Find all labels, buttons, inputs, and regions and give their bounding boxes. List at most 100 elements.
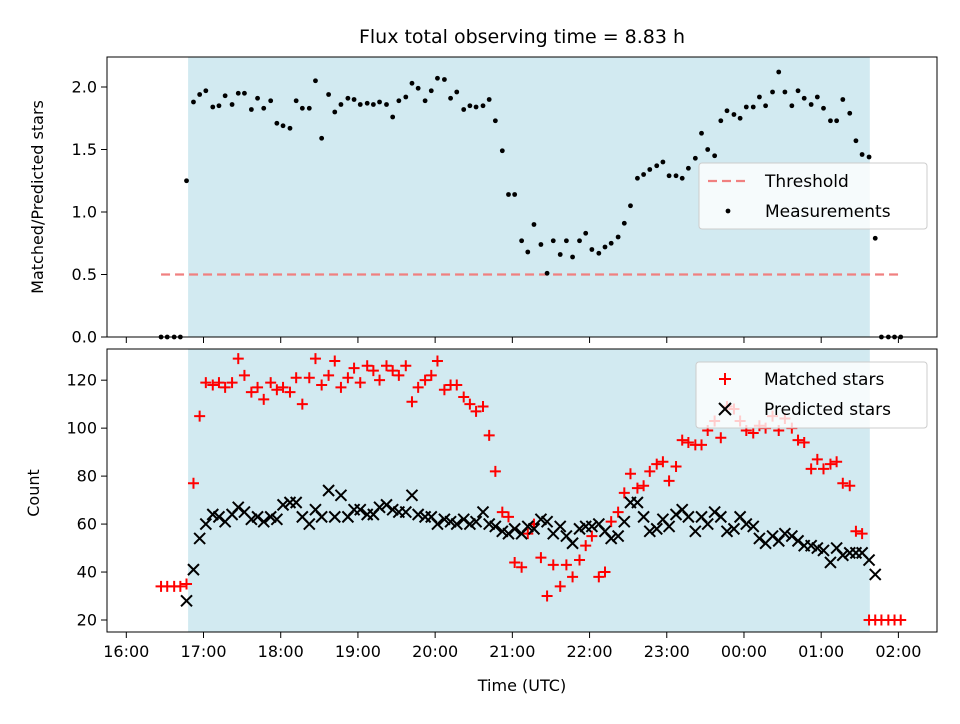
measurements-series [158, 69, 904, 340]
predicted-star-point [373, 501, 386, 514]
matched-star-point [431, 355, 443, 367]
matched-star-point [207, 379, 219, 391]
bottom-legend: Matched stars Predicted stars [695, 361, 928, 429]
measurement-point [685, 165, 691, 171]
predicted-star-point [701, 517, 714, 531]
matched-star-point [451, 379, 463, 391]
matched-star-point [593, 571, 605, 583]
measurement-point [705, 147, 711, 152]
x-tick-label: 00:00 [721, 642, 767, 661]
predicted-star-point [303, 517, 316, 531]
predicted-star-point [604, 532, 618, 545]
measurement-point [338, 102, 344, 107]
bottom-x-ticks: 16:00 17:00 18:00 19:00 20:00 21:00 22:00 23:00… [103, 632, 921, 661]
matched-star-point [200, 377, 212, 389]
matched-star-point [574, 554, 586, 566]
y-tick-label: 40 [77, 563, 97, 582]
matched-star-point [477, 401, 489, 413]
matched-star-point [181, 578, 193, 590]
predicted-star-point [817, 544, 830, 557]
matched-star-point [290, 372, 302, 384]
measurement-point [563, 238, 569, 244]
predicted-star-point [824, 556, 837, 569]
legend-measurements-swatch [725, 208, 731, 214]
measurement-point [583, 230, 589, 236]
measurement-point [866, 154, 872, 160]
matched-star-point [638, 480, 650, 492]
measurement-point [859, 152, 865, 157]
matched-star-point [624, 468, 636, 480]
measurement-point [577, 238, 582, 244]
measurement-point [454, 89, 460, 95]
matched-star-point [670, 461, 682, 473]
measurement-point [724, 108, 730, 114]
matched-star-point [374, 374, 386, 386]
matched-star-point [837, 477, 849, 489]
matched-star-point [824, 458, 836, 470]
matched-star-point [657, 456, 669, 468]
matched-star-point [631, 482, 643, 494]
y-tick-label: 120 [66, 371, 97, 390]
predicted-star-point [270, 513, 284, 526]
measurement-point [660, 159, 666, 165]
top-x-ticks [125, 337, 899, 343]
legend-threshold-label: Threshold [764, 172, 849, 192]
matched-star-point [895, 614, 907, 626]
measurement-point [506, 192, 511, 197]
bottom-legend-box [695, 361, 928, 429]
matched-star-point [682, 437, 694, 449]
matched-star-point [232, 353, 244, 365]
measurement-point [828, 118, 833, 124]
predicted-star-point [836, 549, 850, 562]
measurement-point [596, 250, 602, 256]
measurement-point [415, 85, 421, 91]
matched-star-point [194, 410, 206, 422]
measurement-point [808, 102, 814, 107]
matched-star-point [644, 465, 656, 477]
top-legend: Threshold Measurements [698, 162, 928, 230]
matched-star-point [502, 511, 514, 523]
measurement-point [654, 163, 660, 169]
bottom-panel: 20 40 60 80 100 120 16:00 17:00 18:00 19:00 20:00… [24, 348, 938, 695]
predicted-star-point [322, 484, 335, 497]
measurement-point [442, 77, 447, 82]
measurement-point [795, 88, 801, 94]
measurement-point [621, 220, 627, 226]
matched-star-point [258, 393, 270, 405]
measurement-point [287, 125, 293, 131]
measurement-point [757, 94, 762, 100]
matched-star-point [856, 528, 868, 540]
matched-star-point [586, 530, 598, 542]
matched-star-point [516, 561, 528, 573]
top-legend-box [698, 162, 928, 230]
matched-star-point [850, 525, 862, 537]
matched-star-point [226, 377, 238, 389]
bottom-y-ticks: 20 40 60 80 100 120 [66, 371, 107, 630]
matched-star-point [316, 379, 328, 391]
y-tick-label: 100 [66, 419, 97, 438]
measurement-point [615, 234, 621, 240]
measurement-point [602, 244, 608, 250]
measurement-point [332, 109, 338, 115]
matched-star-point [560, 559, 572, 571]
measurement-point [306, 105, 312, 111]
measurement-point [814, 94, 820, 100]
top-panel: 0.0 0.5 1.0 1.5 2.0 Flux total observing tim… [28, 26, 938, 347]
measurement-point [384, 102, 389, 107]
measurement-point [248, 107, 254, 112]
measurement-point [570, 254, 575, 260]
measurement-point [763, 103, 768, 109]
measurement-point [299, 105, 305, 111]
x-tick-label: 02:00 [875, 642, 921, 661]
predicted-star-point [315, 510, 328, 524]
measurement-point [718, 118, 724, 124]
measurement-point [801, 95, 807, 101]
measurement-point [550, 238, 556, 244]
x-tick-label: 18:00 [258, 642, 304, 661]
x-tick-label: 21:00 [489, 642, 535, 661]
predicted-star-point [411, 508, 425, 521]
measurement-point [255, 95, 260, 101]
measurement-point [776, 69, 782, 75]
predicted-star-point [727, 522, 741, 536]
